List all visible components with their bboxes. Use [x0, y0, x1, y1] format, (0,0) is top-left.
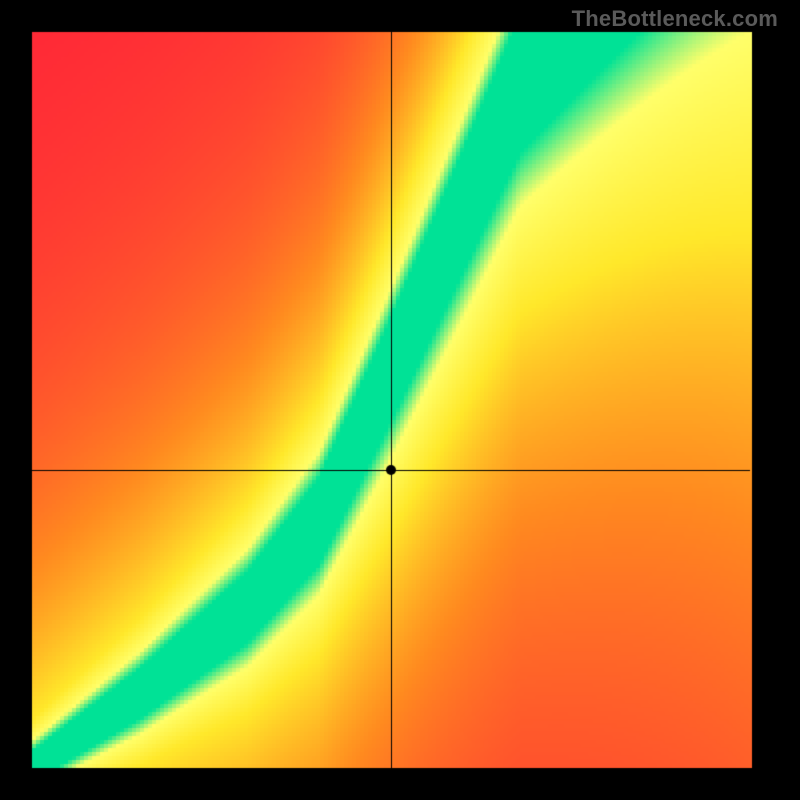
heatmap-canvas	[0, 0, 800, 800]
watermark-text: TheBottleneck.com	[572, 6, 778, 32]
chart-container: TheBottleneck.com	[0, 0, 800, 800]
